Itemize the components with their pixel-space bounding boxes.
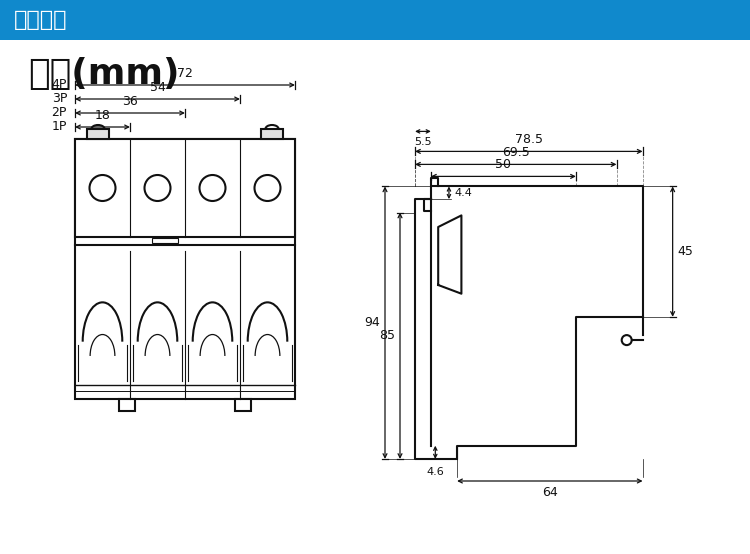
Text: 18: 18 bbox=[94, 109, 110, 122]
Bar bbox=[261, 129, 283, 139]
Text: 36: 36 bbox=[122, 95, 138, 108]
Circle shape bbox=[89, 175, 116, 201]
Text: 94: 94 bbox=[364, 316, 380, 329]
Circle shape bbox=[622, 335, 632, 345]
Circle shape bbox=[200, 175, 226, 201]
Text: 50: 50 bbox=[496, 158, 512, 171]
Text: 1P: 1P bbox=[52, 121, 67, 134]
Text: 4.6: 4.6 bbox=[427, 467, 444, 477]
Text: 72: 72 bbox=[177, 67, 193, 80]
Text: 2P: 2P bbox=[52, 106, 67, 120]
Text: 4.4: 4.4 bbox=[454, 188, 472, 198]
Text: 45: 45 bbox=[678, 245, 694, 258]
Text: 64: 64 bbox=[542, 486, 558, 499]
Bar bbox=[75, 139, 295, 399]
Bar bbox=[152, 238, 178, 243]
Bar bbox=[235, 399, 251, 411]
Text: 4P: 4P bbox=[52, 79, 67, 91]
Bar bbox=[0, 0, 750, 40]
Bar bbox=[119, 399, 135, 411]
Bar bbox=[75, 139, 295, 237]
Text: 产品尺寸: 产品尺寸 bbox=[14, 10, 68, 30]
Text: 尺寸(mm): 尺寸(mm) bbox=[28, 57, 179, 91]
Bar bbox=[87, 129, 109, 139]
Text: 78.5: 78.5 bbox=[514, 134, 543, 146]
Text: 3P: 3P bbox=[52, 93, 67, 105]
Text: 5.5: 5.5 bbox=[414, 137, 432, 147]
Circle shape bbox=[145, 175, 170, 201]
Text: 54: 54 bbox=[149, 81, 166, 94]
Circle shape bbox=[254, 175, 280, 201]
Text: 69.5: 69.5 bbox=[502, 146, 530, 160]
Text: 85: 85 bbox=[379, 329, 395, 342]
